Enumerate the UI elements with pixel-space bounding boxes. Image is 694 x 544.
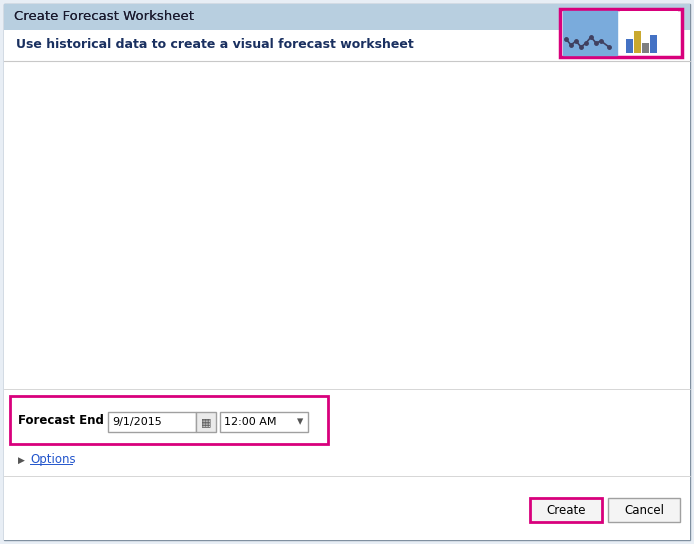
Bar [626,39,633,53]
Bar [642,43,649,53]
Bar [4,4,690,30]
Text: ▶: ▶ [18,455,25,465]
Text: ✕: ✕ [670,10,682,24]
Bar [560,9,682,57]
Text: Create Forecast Worksheet: Create Forecast Worksheet [14,10,194,23]
Text: Create Forecast Worksheet: Create Forecast Worksheet [14,10,194,23]
Bar [634,31,641,53]
Text: ✕: ✕ [670,10,682,24]
Text: 12:00 AM: 12:00 AM [224,417,276,427]
Bar [620,11,678,55]
Text: Use historical data to create a visual forecast worksheet: Use historical data to create a visual f… [16,39,414,52]
Bar [650,35,657,53]
Bar [10,396,328,444]
Bar [530,498,602,522]
Text: Cancel: Cancel [624,504,664,516]
Text: Options: Options [30,454,76,467]
Text: 9/1/2015: 9/1/2015 [112,417,162,427]
Bar [563,11,617,55]
Text: Create: Create [546,504,586,516]
Bar [4,4,690,30]
Bar [196,412,216,432]
Bar [108,412,196,432]
Text: ▦: ▦ [201,417,211,427]
Text: Forecast End: Forecast End [18,413,104,426]
Text: ?: ? [646,9,654,24]
Bar [220,412,308,432]
Legend: Sales, Forecast( Sales ), Lower Confidence Bound( Sales ), Upper Confidence Boun: Sales, Forecast( Sales ), Lower Confiden… [127,479,602,494]
Text: ▾: ▾ [297,416,303,429]
Bar [608,498,680,522]
Text: ?: ? [646,9,654,24]
